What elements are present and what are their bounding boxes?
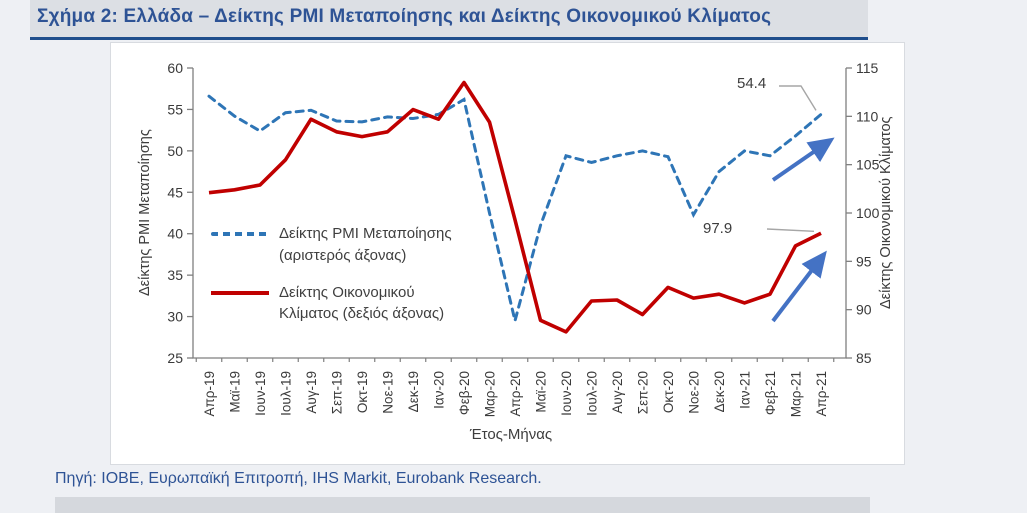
svg-text:115: 115 — [856, 60, 879, 76]
svg-text:Σεπ-20: Σεπ-20 — [636, 371, 651, 414]
svg-text:105: 105 — [856, 157, 880, 173]
svg-text:40: 40 — [167, 226, 183, 242]
svg-text:Απρ-21: Απρ-21 — [814, 371, 829, 417]
series-line-pmi — [207, 94, 823, 322]
header-divider — [30, 37, 868, 40]
legend-label-esi-line1: Δείκτης Οικονομικού — [279, 283, 415, 301]
source-note: Πηγή: ΙΟΒΕ, Ευρωπαϊκή Επιτροπή, IHS Mark… — [55, 470, 542, 487]
svg-text:Φεβ-21: Φεβ-21 — [763, 371, 778, 415]
svg-text:95: 95 — [856, 253, 872, 269]
leader-line-pmi — [779, 85, 817, 111]
pmi-dashed-line-sample — [211, 232, 269, 236]
svg-text:Ιαν-21: Ιαν-21 — [738, 371, 753, 409]
svg-text:Δεκ-19: Δεκ-19 — [406, 371, 421, 412]
bottom-band — [55, 497, 870, 513]
svg-text:Απρ-19: Απρ-19 — [202, 371, 217, 417]
annotation-pmi-last-value: 54.4 — [737, 75, 767, 92]
left-axis-title: Δείκτης PMI Μεταποίησης — [137, 129, 153, 297]
svg-text:Σεπ-19: Σεπ-19 — [330, 371, 345, 414]
svg-text:Δεκ-20: Δεκ-20 — [712, 371, 727, 412]
legend-entry-pmi: Δείκτης PMI Μεταποίησης (αριστερός άξονας… — [211, 223, 511, 267]
svg-text:Μαρ-21: Μαρ-21 — [789, 371, 804, 417]
figure-title: Σχήμα 2: Ελλάδα – Δείκτης PMI Μεταποίηση… — [37, 6, 772, 27]
chart-card: 25 30 35 40 45 50 55 60 85 90 95 100 105 110 115 Απρ-19… — [110, 42, 905, 465]
esi-solid-line-sample — [211, 290, 269, 295]
right-axis-ticks: 85 90 95 100 105 110 115 — [846, 60, 880, 366]
trend-arrow-pmi — [771, 137, 835, 182]
leader-line-esi — [766, 228, 815, 232]
x-axis-title: Έτος-Μήνας — [469, 426, 553, 443]
svg-text:Ιαν-20: Ιαν-20 — [432, 371, 447, 409]
svg-text:Ιουλ-20: Ιουλ-20 — [585, 371, 600, 416]
svg-text:100: 100 — [856, 205, 880, 221]
svg-text:Μαϊ-19: Μαϊ-19 — [228, 371, 243, 413]
svg-text:Ιουν-20: Ιουν-20 — [559, 371, 574, 416]
left-axis-ticks: 25 30 35 40 45 50 55 60 — [167, 60, 193, 366]
svg-text:85: 85 — [856, 350, 872, 366]
annotation-esi-last-value: 97.9 — [703, 220, 733, 237]
svg-text:Αυγ-20: Αυγ-20 — [610, 371, 625, 414]
legend-label-esi-line2: Κλίματος (δεξιός άξονας) — [279, 305, 445, 323]
figure-header: Σχήμα 2: Ελλάδα – Δείκτης PMI Μεταποίηση… — [30, 0, 868, 37]
legend-label-pmi-line1: Δείκτης PMI Μεταποίησης — [279, 225, 452, 242]
legend-entry-esi: Δείκτης Οικονομικού Κλίματος (δεξιός άξον… — [211, 282, 511, 326]
svg-text:55: 55 — [167, 101, 183, 117]
svg-text:110: 110 — [856, 108, 879, 124]
svg-text:45: 45 — [167, 184, 183, 200]
svg-text:90: 90 — [856, 302, 872, 318]
legend-label-pmi: Δείκτης PMI Μεταποίησης (αριστερός άξονας… — [279, 223, 452, 267]
svg-text:60: 60 — [167, 60, 183, 76]
svg-text:Οκτ-20: Οκτ-20 — [661, 371, 676, 413]
legend-label-esi: Δείκτης Οικονομικού Κλίματος (δεξιός άξον… — [279, 282, 444, 326]
right-axis-title: Δείκτης Οικονομικού Κλίματος — [878, 116, 894, 310]
svg-text:30: 30 — [167, 309, 183, 325]
svg-text:Νοε-20: Νοε-20 — [687, 371, 702, 414]
chart-legend: Δείκτης PMI Μεταποίησης (αριστερός άξονας… — [211, 223, 511, 325]
svg-text:Ιουν-19: Ιουν-19 — [253, 371, 268, 416]
svg-text:Οκτ-19: Οκτ-19 — [355, 371, 370, 413]
svg-text:Νοε-19: Νοε-19 — [381, 371, 396, 414]
x-axis-ticks: Απρ-19 Μαϊ-19 Ιουν-19 Ιουλ-19 Αυγ-19 Σεπ-19 Οκ… — [195, 358, 835, 417]
svg-text:25: 25 — [167, 350, 183, 366]
svg-text:Απρ-20: Απρ-20 — [508, 371, 523, 417]
svg-text:Μαϊ-20: Μαϊ-20 — [534, 371, 549, 413]
svg-text:Αυγ-19: Αυγ-19 — [304, 371, 319, 414]
svg-text:Φεβ-20: Φεβ-20 — [457, 371, 472, 415]
chart-canvas: 25 30 35 40 45 50 55 60 85 90 95 100 105 110 115 Απρ-19… — [167, 60, 880, 417]
series-line-esi — [208, 80, 822, 334]
legend-label-pmi-line2: (αριστερός άξονας) — [279, 246, 407, 264]
svg-text:Μαρ-20: Μαρ-20 — [483, 371, 498, 417]
trend-arrow-esi — [771, 250, 827, 323]
svg-text:35: 35 — [167, 267, 183, 283]
svg-text:Ιουλ-19: Ιουλ-19 — [279, 371, 294, 416]
svg-text:50: 50 — [167, 143, 183, 159]
